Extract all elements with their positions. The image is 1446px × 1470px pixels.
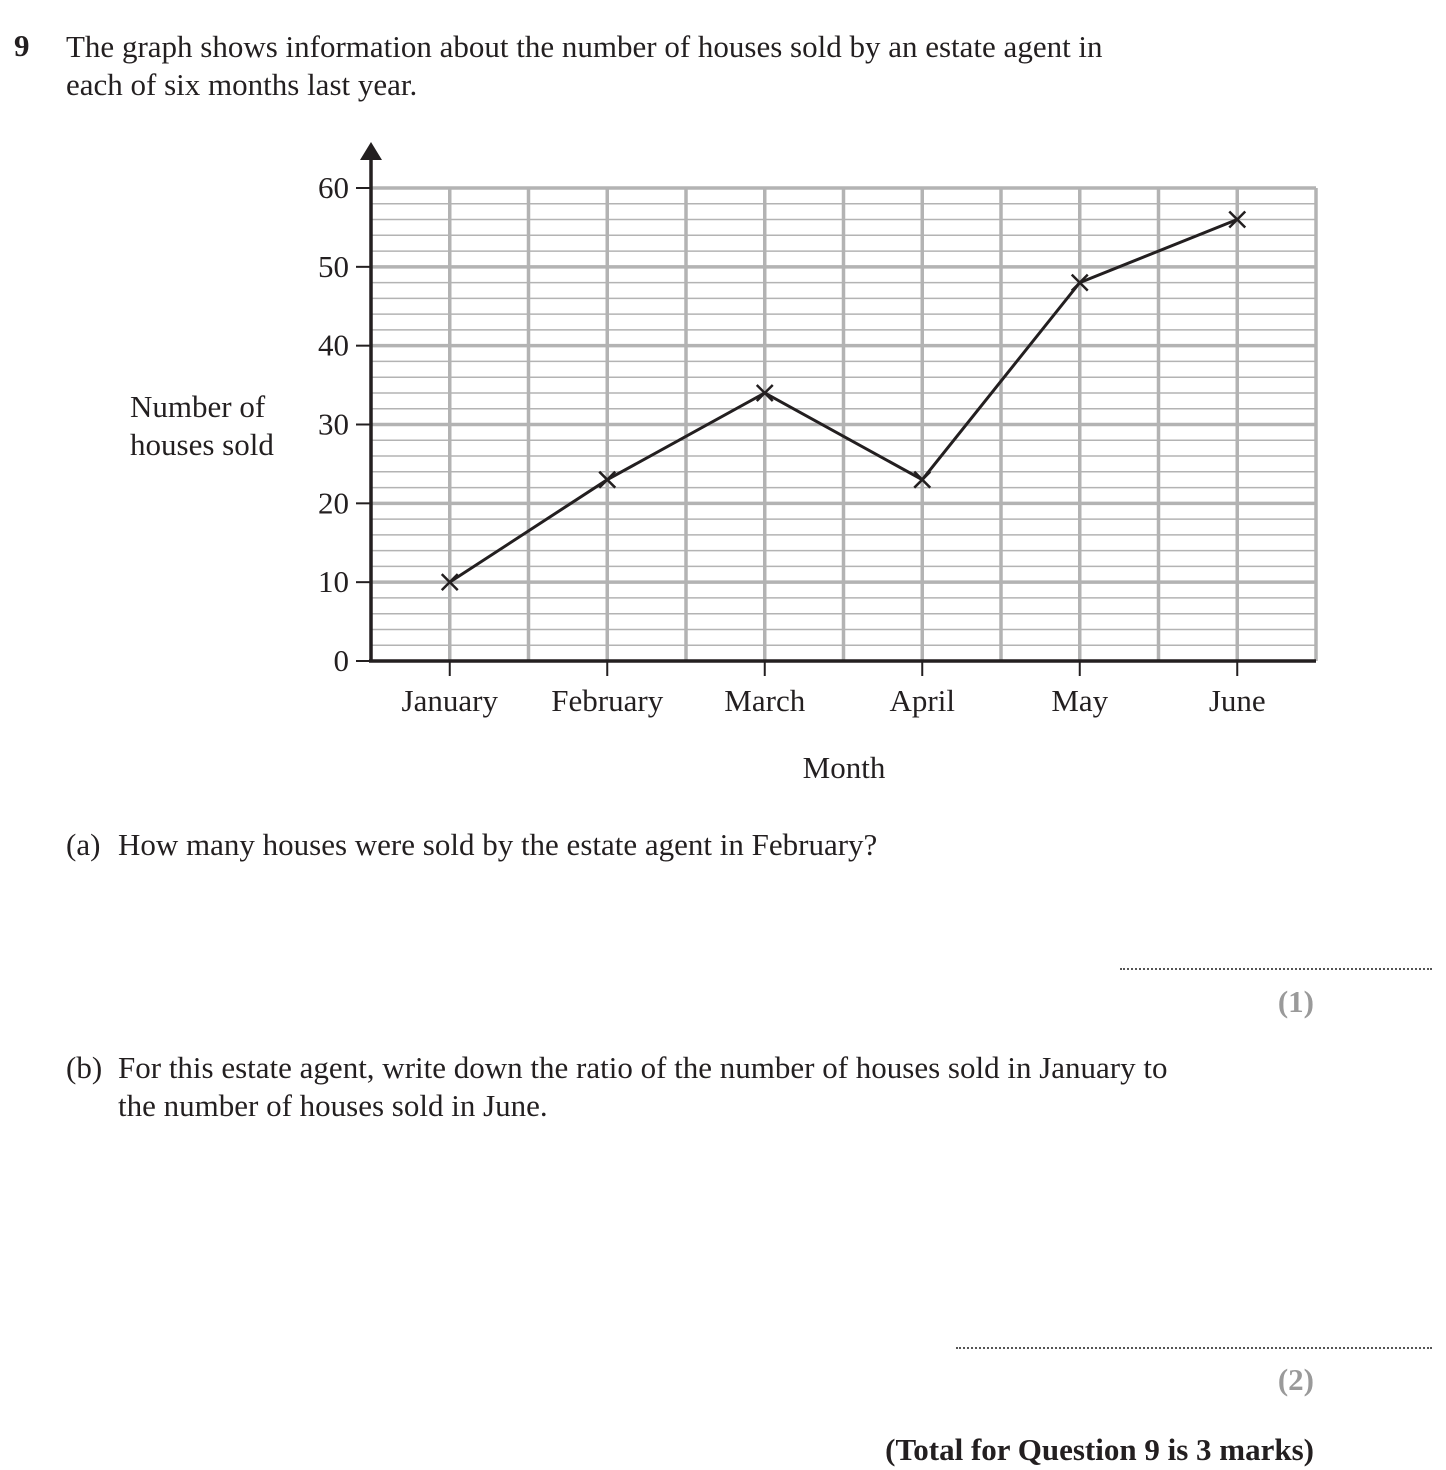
marker-stroke — [1070, 273, 1089, 292]
x-tick-label: March — [724, 683, 805, 718]
x-tick-label: June — [1209, 683, 1266, 718]
chart-series — [440, 210, 1247, 592]
x-axis-label: Month — [803, 750, 886, 785]
chart-axes — [360, 142, 1316, 663]
chart-ticks: 0 10 20 30 40 50 60 January February March April Ma… — [318, 170, 1266, 718]
question-number: 9 — [14, 28, 30, 63]
y-tick-label: 0 — [334, 643, 350, 678]
y-tick-label: 40 — [318, 328, 349, 363]
part-a-marks: (1) — [1277, 984, 1314, 1019]
answer-line-a[interactable] — [1120, 968, 1432, 970]
question-total: (Total for Question 9 is 3 marks) — [885, 1432, 1314, 1467]
part-b-text-line-1: For this estate agent, write down the ra… — [118, 1050, 1168, 1085]
part-b-label: (b) — [66, 1050, 103, 1085]
question-intro-line-2: each of six months last year. — [66, 67, 418, 102]
data-point-marker — [598, 470, 617, 489]
marker-stroke — [755, 384, 774, 402]
data-point-marker — [755, 384, 774, 402]
part-b-text-line-2: the number of houses sold in June. — [118, 1088, 548, 1123]
x-tick-label: May — [1051, 683, 1108, 718]
marker-stroke — [598, 470, 617, 489]
part-a: (a) How many houses were sold by the esta… — [66, 826, 877, 864]
part-b-text: For this estate agent, write down the ra… — [118, 1049, 1167, 1125]
y-axis-label-line-1: Number of — [130, 389, 266, 424]
part-b: (b) For this estate agent, write down th… — [66, 1049, 1167, 1125]
y-tick-label: 50 — [318, 249, 349, 284]
part-a-text: How many houses were sold by the estate … — [118, 827, 878, 862]
y-tick-label: 30 — [318, 407, 349, 442]
line-chart: 0 10 20 30 40 50 60 January February March April Ma… — [130, 142, 1318, 785]
data-point-marker — [1070, 273, 1089, 292]
question-intro-line-1: The graph shows information about the nu… — [66, 29, 1103, 64]
y-tick-label: 10 — [318, 564, 349, 599]
part-b-marks: (2) — [1277, 1362, 1314, 1397]
x-tick-label: January — [402, 683, 499, 718]
marker-stroke — [1228, 210, 1247, 229]
data-point-marker — [440, 573, 459, 592]
data-point-marker — [1228, 210, 1247, 229]
y-axis-arrow — [360, 142, 382, 160]
x-tick-label: February — [551, 683, 663, 718]
marker-stroke — [913, 470, 932, 489]
x-tick-label: April — [890, 683, 955, 718]
marker-stroke — [440, 573, 459, 592]
question-intro: The graph shows information about the nu… — [66, 28, 1103, 104]
data-point-marker — [913, 470, 932, 489]
series-line — [448, 218, 1238, 584]
y-tick-label: 20 — [318, 485, 349, 520]
chart-grid — [371, 186, 1318, 661]
part-a-label: (a) — [66, 827, 101, 862]
y-axis-label-line-2: houses sold — [130, 427, 274, 462]
y-tick-label: 60 — [318, 170, 349, 205]
answer-line-b[interactable] — [956, 1347, 1432, 1349]
